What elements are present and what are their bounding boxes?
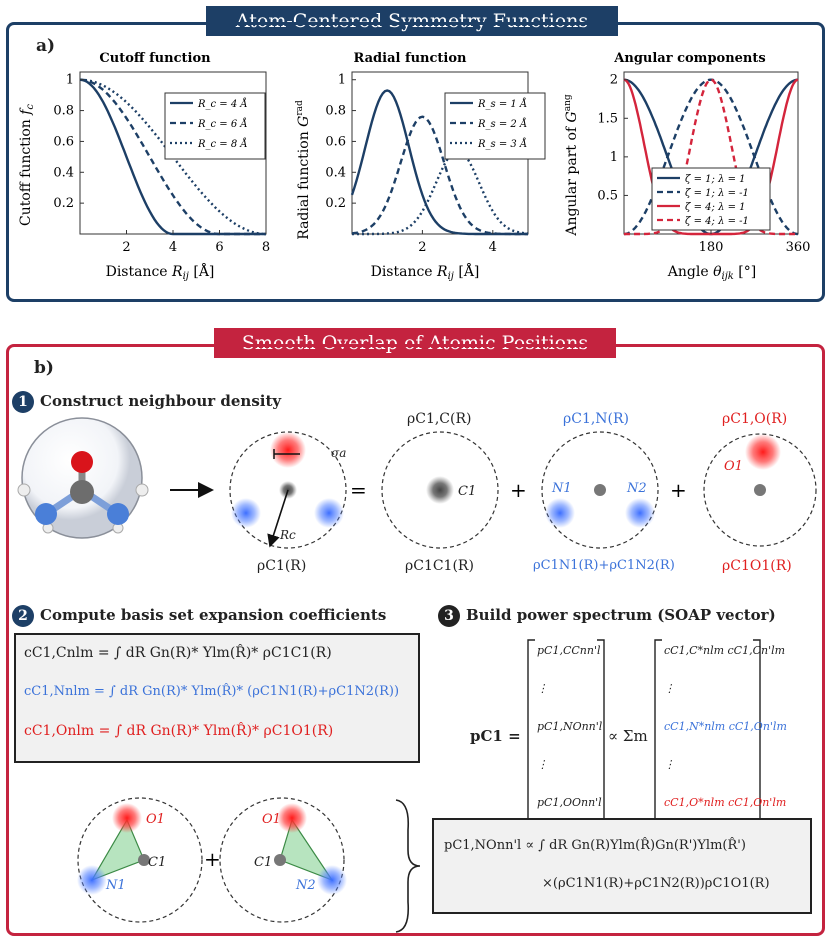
rho-c-bottom: ρC1C1(R) xyxy=(405,558,474,574)
cutoff-legend-entry: R_c = 8 Å xyxy=(197,138,248,150)
step3-badge: 3 xyxy=(438,605,460,627)
coef-item: cC1,N*nlm cC1,On'lm xyxy=(664,720,787,733)
angular-xlabel: Angle θijk [°] xyxy=(667,264,756,282)
rho-total: ρC1(R) xyxy=(257,558,307,574)
angular-title: Angular components xyxy=(613,51,765,66)
o1-label: O1 xyxy=(724,459,743,474)
propto-sum: ∝ Σm xyxy=(608,727,648,745)
angular-ytick: 2 xyxy=(610,73,618,88)
step2-heading: 2 Compute basis set expansion coefficient… xyxy=(12,605,386,627)
cutoff-legend-entry: R_c = 6 Å xyxy=(197,118,248,130)
cutoff-xtick: 8 xyxy=(262,240,270,255)
vector-item: pC1,OOnn'l xyxy=(537,796,602,809)
cutoff-line xyxy=(79,78,266,236)
radial-ytick: 0.4 xyxy=(325,165,346,180)
cutoff-ytick: 1 xyxy=(66,73,74,88)
radial-legend-entry: R_s = 2 Å xyxy=(477,118,527,130)
coef-item: cC1,C*nlm cC1,Cn'lm xyxy=(664,644,786,657)
final-equation-box: pC1,NOnn'l ∝ ∫ dR Gn(R)Ylm(R̂)Gn(R')Ylm(… xyxy=(432,818,812,914)
cutoff-legend-entry: R_c = 4 Å xyxy=(197,98,248,110)
radial-xtick: 2 xyxy=(418,240,426,255)
step1-badge: 1 xyxy=(12,391,34,413)
radial-line xyxy=(352,149,529,236)
coef-eq-c: cC1,Cnlm = ∫ dR Gn(R)* Ylm(R̂)* ρC1C1(R) xyxy=(24,645,332,661)
vector-item: pC1,CCnn'l xyxy=(537,644,601,657)
panel-a-label: a) xyxy=(36,36,56,56)
radial-legend-entry: R_s = 3 Å xyxy=(477,138,527,150)
soap-panel xyxy=(6,344,825,936)
angular-legend-entry: ζ = 4; λ = -1 xyxy=(685,216,749,227)
coef-eq-n: cC1,Nnlm = ∫ dR Gn(R)* Ylm(R̂)* (ρC1N1(R… xyxy=(24,684,400,699)
step3-heading: 3 Build power spectrum (SOAP vector) xyxy=(438,605,776,627)
cutoff-line xyxy=(79,78,267,236)
coef-eq-o: cC1,Onlm = ∫ dR Gn(R)* Ylm(R̂)* ρC1O1(R) xyxy=(24,723,334,739)
cutoff-ylabel: Cutoff function fc xyxy=(18,104,36,226)
cutoff-title: Cutoff function xyxy=(99,51,211,66)
radial-ytick: 0.8 xyxy=(325,104,346,119)
c1-label: C1 xyxy=(458,484,477,499)
coef-item: ⋮ xyxy=(664,682,675,695)
cutoff-ytick: 0.2 xyxy=(53,196,74,211)
angular-legend-entry: ζ = 4; λ = 1 xyxy=(685,202,746,213)
cutoff-ytick: 0.8 xyxy=(53,104,74,119)
acsf-charts: Cutoff function Cutoff function fc Dista… xyxy=(18,51,811,282)
n2-label: N2 xyxy=(627,481,647,496)
sigma-label: σa xyxy=(331,446,347,460)
angular-ytick: 1 xyxy=(610,150,618,165)
final-eq-line1: pC1,NOnn'l ∝ ∫ dR Gn(R)Ylm(R̂)Gn(R')Ylm(… xyxy=(444,838,746,853)
cutoff-xlabel: Distance Rij [Å] xyxy=(106,262,215,282)
cutoff-ytick: 0.6 xyxy=(53,134,74,149)
coefficient-box: cC1,Cnlm = ∫ dR Gn(R)* Ylm(R̂)* ρC1C1(R)… xyxy=(14,633,420,763)
radial-xlabel: Distance Rij [Å] xyxy=(371,262,480,282)
acsf-panel xyxy=(6,22,825,302)
n2-right: N2 xyxy=(296,878,316,893)
acsf-banner: Atom-Centered Symmetry Functions xyxy=(206,6,618,36)
rho-c-top: ρC1,C(R) xyxy=(407,411,472,427)
coef-item: ⋮ xyxy=(664,758,675,771)
c1-left: C1 xyxy=(148,855,167,870)
rho-n-bottom: ρC1N1(R)+ρC1N2(R) xyxy=(533,558,675,573)
angular-ytick: 1.5 xyxy=(597,111,618,126)
step2-badge: 2 xyxy=(12,605,34,627)
angular-xtick: 180 xyxy=(699,240,724,255)
radial-ylabel: Radial function Grad xyxy=(295,100,312,240)
panel-b-label: b) xyxy=(34,358,54,378)
radial-title: Radial function xyxy=(354,51,467,66)
rho-o-top: ρC1,O(R) xyxy=(722,411,788,427)
radial-legend-entry: R_s = 1 Å xyxy=(477,98,527,110)
angular-legend-entry: ζ = 1; λ = 1 xyxy=(685,174,746,185)
vector-item: pC1,NOnn'l xyxy=(537,720,603,733)
cutoff-xtick: 2 xyxy=(122,240,130,255)
vector-item: ⋮ xyxy=(537,758,548,771)
c1-right: C1 xyxy=(254,855,273,870)
cutoff-xtick: 6 xyxy=(215,240,223,255)
radial-ytick: 0.6 xyxy=(325,134,346,149)
final-eq-line2: ×(ρC1N1(R)+ρC1N2(R))ρC1O1(R) xyxy=(542,876,770,891)
rho-o-bottom: ρC1O1(R) xyxy=(722,558,792,574)
n1-left: N1 xyxy=(106,878,126,893)
cutoff-xtick: 4 xyxy=(169,240,177,255)
o1-left: O1 xyxy=(146,812,165,827)
o1-right: O1 xyxy=(262,812,281,827)
vector-item: ⋮ xyxy=(537,682,548,695)
radial-ytick: 0.2 xyxy=(325,196,346,211)
spectrum-lhs: pC1 = xyxy=(470,727,521,745)
cutoff-ytick: 0.4 xyxy=(53,165,74,180)
angular-xtick: 360 xyxy=(786,240,811,255)
soap-banner: Smooth Overlap of Atomic Positions xyxy=(214,328,616,358)
coef-item: cC1,O*nlm cC1,On'lm xyxy=(664,796,787,809)
n1-label: N1 xyxy=(552,481,572,496)
rc-label: Rc xyxy=(280,528,296,542)
angular-legend-entry: ζ = 1; λ = -1 xyxy=(685,188,749,199)
step1-heading: 1 Construct neighbour density xyxy=(12,391,281,413)
radial-xtick: 4 xyxy=(489,240,497,255)
angular-ytick: 0.5 xyxy=(597,188,618,203)
radial-line xyxy=(351,115,528,236)
rho-n-top: ρC1,N(R) xyxy=(563,411,630,427)
angular-ylabel: Angular part of Gang xyxy=(563,94,580,237)
radial-ytick: 1 xyxy=(338,73,346,88)
